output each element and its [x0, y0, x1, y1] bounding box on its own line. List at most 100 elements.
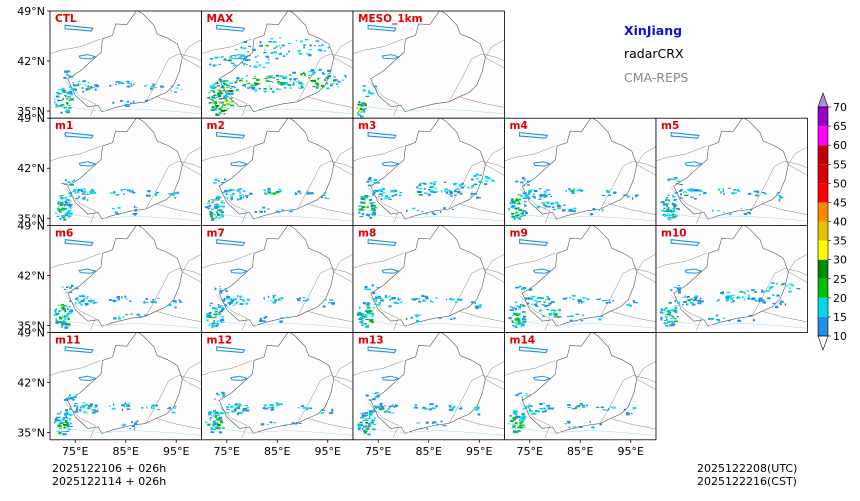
- echo-pixel: [514, 218, 516, 221]
- echo-pixel: [376, 406, 380, 408]
- echo-pixel: [509, 306, 512, 308]
- echo-pixel: [57, 425, 62, 428]
- echo-pixel: [742, 296, 744, 298]
- echo-pixel: [515, 422, 518, 425]
- map-panel: MAX: [201, 10, 354, 119]
- echo-pixel: [68, 99, 71, 102]
- echo-pixel: [75, 89, 78, 92]
- echo-pixel: [543, 301, 546, 304]
- echo-pixel: [361, 314, 364, 316]
- echo-pixel: [259, 44, 263, 47]
- echo-pixel: [240, 78, 244, 80]
- echo-pixel: [358, 103, 363, 105]
- echo-pixel: [417, 187, 420, 189]
- echo-pixel: [728, 295, 732, 298]
- echo-pixel: [520, 194, 523, 197]
- echo-pixel: [743, 298, 745, 301]
- echo-pixel: [579, 403, 583, 405]
- boundary-line: [145, 160, 202, 210]
- echo-pixel: [281, 209, 285, 211]
- echo-pixel: [276, 79, 279, 81]
- echo-pixel: [232, 192, 235, 195]
- echo-pixel: [565, 190, 567, 192]
- echo-pixel: [247, 59, 251, 61]
- boundary-line: [297, 268, 353, 317]
- echo-pixel: [361, 104, 364, 107]
- echo-pixel: [610, 406, 613, 408]
- echo-pixel: [295, 39, 298, 42]
- echo-pixel: [673, 209, 675, 211]
- echo-pixel: [65, 398, 69, 400]
- echo-pixel: [711, 209, 714, 212]
- echo-pixel: [66, 102, 68, 104]
- echo-pixel: [170, 90, 172, 92]
- echo-pixel: [755, 194, 759, 197]
- echo-pixel: [59, 211, 62, 213]
- echo-pixel: [271, 90, 275, 93]
- echo-pixel: [362, 196, 366, 199]
- echo-pixel: [529, 189, 534, 191]
- boundary-line: [333, 146, 353, 165]
- echo-pixel: [62, 216, 66, 219]
- echo-pixel: [312, 70, 315, 73]
- echo-pixel: [670, 178, 673, 180]
- echo-pixel: [361, 324, 364, 327]
- echo-pixel: [411, 298, 413, 300]
- echo-pixel: [512, 417, 517, 420]
- echo-pixel: [772, 294, 775, 296]
- echo-pixel: [336, 83, 339, 85]
- echo-pixel: [222, 109, 226, 111]
- echo-pixel: [398, 298, 402, 300]
- echo-pixel: [221, 92, 224, 95]
- echo-pixel: [529, 297, 532, 301]
- echo-pixel: [514, 319, 517, 321]
- river-line: [216, 106, 353, 115]
- echo-pixel: [55, 321, 60, 324]
- echo-pixel: [82, 197, 86, 200]
- echo-pixel: [435, 405, 438, 408]
- echo-pixel: [697, 302, 702, 305]
- echo-pixel: [715, 314, 719, 317]
- echo-pixel: [599, 423, 602, 426]
- colorbar-segment: [818, 145, 828, 165]
- echo-pixel: [366, 206, 369, 209]
- echo-pixel: [669, 312, 671, 314]
- echo-pixel: [78, 80, 80, 83]
- echo-pixel: [569, 189, 572, 192]
- echo-pixel: [374, 405, 377, 408]
- echo-pixel: [747, 211, 751, 214]
- echo-pixel: [562, 209, 566, 212]
- echo-pixel: [62, 433, 67, 436]
- echo-pixel: [215, 409, 217, 412]
- echo-pixel: [112, 101, 115, 104]
- echo-pixel: [543, 204, 546, 206]
- echo-pixel: [371, 284, 374, 287]
- echo-pixel: [244, 85, 246, 88]
- echo-pixel: [113, 317, 117, 320]
- echo-pixel: [69, 202, 71, 204]
- echo-pixel: [525, 196, 528, 198]
- echo-pixel: [264, 210, 266, 213]
- echo-pixel: [511, 213, 514, 215]
- echo-pixel: [664, 199, 667, 201]
- echo-pixel: [68, 91, 73, 94]
- echo-pixel: [87, 192, 89, 194]
- echo-pixel: [513, 418, 516, 421]
- boundary-line: [353, 360, 404, 376]
- echo-pixel: [370, 213, 373, 215]
- echo-pixel: [534, 189, 538, 193]
- echo-pixel: [299, 81, 304, 83]
- echo-pixel: [82, 402, 85, 404]
- echo-pixel: [575, 313, 579, 315]
- echo-pixel: [459, 192, 463, 195]
- echo-pixel: [360, 198, 363, 200]
- echo-pixel: [568, 210, 572, 212]
- echo-pixel: [417, 422, 421, 424]
- echo-pixel: [331, 302, 335, 305]
- echo-pixel: [212, 322, 216, 325]
- boundary-line: [788, 271, 808, 283]
- echo-pixel: [81, 295, 83, 298]
- echo-pixel: [318, 45, 322, 47]
- echo-pixel: [214, 287, 217, 290]
- echo-pixel: [747, 192, 752, 195]
